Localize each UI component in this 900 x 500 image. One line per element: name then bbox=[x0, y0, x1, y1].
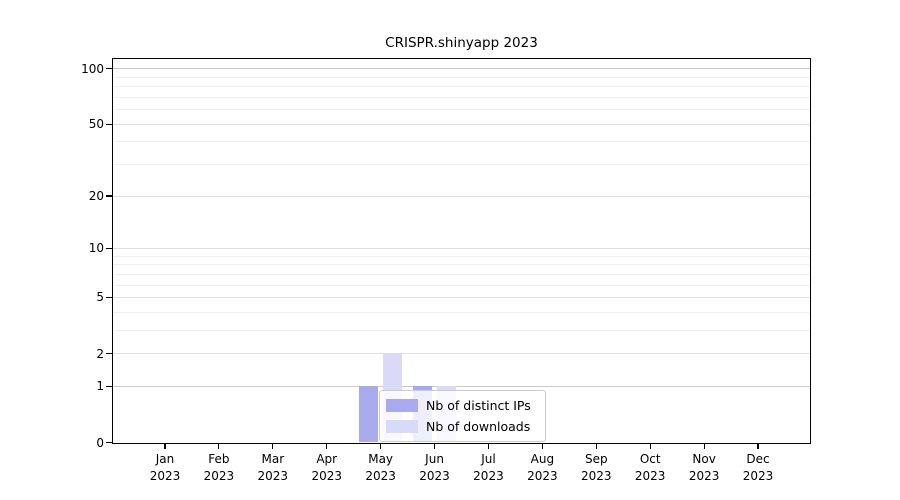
x-tick-label: Sep 2023 bbox=[566, 451, 626, 484]
x-tick-label: Jun 2023 bbox=[405, 451, 465, 484]
x-tick-label: Mar 2023 bbox=[243, 451, 303, 484]
gridline-minor bbox=[113, 329, 810, 331]
y-tick-label: 0 bbox=[96, 435, 104, 450]
x-tick-year: 2023 bbox=[742, 468, 774, 483]
gridline-minor bbox=[113, 255, 810, 257]
x-tick-label: Aug 2023 bbox=[512, 451, 572, 484]
y-tick-label: 20 bbox=[88, 188, 104, 203]
legend-item-downloads: Nb of downloads bbox=[386, 416, 538, 437]
x-tick-label: Dec 2023 bbox=[728, 451, 788, 484]
y-tick-mark bbox=[106, 442, 112, 444]
legend-label-downloads: Nb of downloads bbox=[426, 419, 531, 434]
x-tick-year: 2023 bbox=[580, 468, 612, 483]
gridline-minor bbox=[113, 109, 810, 111]
x-tick-mark bbox=[757, 444, 759, 449]
x-tick-month: Feb bbox=[208, 452, 230, 466]
gridline-minor bbox=[113, 141, 810, 143]
y-tick-label: 2 bbox=[96, 346, 104, 361]
legend-swatch-distinct-ips bbox=[386, 399, 418, 412]
x-tick-label: Nov 2023 bbox=[674, 451, 734, 484]
x-tick-mark bbox=[326, 444, 328, 449]
gridline-major bbox=[113, 68, 810, 70]
x-tick-mark bbox=[272, 444, 274, 449]
y-tick-label: 100 bbox=[81, 61, 104, 76]
x-tick-label: Oct 2023 bbox=[620, 451, 680, 484]
y-tick-mark bbox=[106, 123, 112, 125]
y-tick-label: 50 bbox=[88, 117, 104, 132]
gridline-minor bbox=[113, 311, 810, 313]
y-tick-mark bbox=[106, 385, 112, 388]
gridline-major bbox=[113, 195, 810, 197]
gridline-major bbox=[113, 353, 810, 355]
gridline-major bbox=[113, 123, 810, 125]
bar-may-series0 bbox=[359, 386, 379, 443]
x-tick-year: 2023 bbox=[311, 468, 342, 483]
x-tick-month: Apr bbox=[316, 452, 338, 466]
x-tick-month: Jun bbox=[425, 452, 444, 466]
y-tick-mark bbox=[106, 68, 112, 70]
x-tick-mark bbox=[487, 444, 490, 449]
x-tick-year: 2023 bbox=[149, 468, 181, 483]
x-tick-mark bbox=[541, 444, 543, 449]
x-tick-year: 2023 bbox=[203, 468, 235, 483]
x-tick-month: Nov bbox=[692, 452, 716, 466]
y-tick-label: 1 bbox=[96, 379, 104, 394]
gridline-major bbox=[113, 386, 810, 388]
legend-label-distinct-ips: Nb of distinct IPs bbox=[426, 398, 531, 413]
x-tick-month: Mar bbox=[261, 452, 285, 466]
legend: Nb of distinct IPs Nb of downloads bbox=[379, 390, 546, 442]
gridline-minor bbox=[113, 86, 810, 88]
x-tick-month: Sep bbox=[584, 452, 608, 466]
x-tick-year: 2023 bbox=[365, 468, 396, 483]
x-tick-year: 2023 bbox=[634, 468, 666, 483]
x-tick-month: Dec bbox=[746, 452, 770, 466]
x-tick-mark bbox=[649, 444, 651, 449]
y-tick-mark bbox=[106, 296, 112, 299]
y-tick-label: 10 bbox=[88, 241, 104, 256]
x-tick-label: Jan 2023 bbox=[135, 451, 195, 484]
plot-area: Nb of distinct IPs Nb of downloads bbox=[112, 58, 811, 444]
x-tick-label: Feb 2023 bbox=[189, 451, 249, 484]
x-tick-mark bbox=[703, 444, 705, 449]
gridline-minor bbox=[113, 273, 810, 275]
y-tick-mark bbox=[106, 195, 112, 197]
y-tick-mark bbox=[106, 353, 112, 355]
x-tick-month: Jul bbox=[481, 452, 496, 466]
x-tick-year: 2023 bbox=[473, 468, 504, 483]
gridline-minor bbox=[113, 76, 810, 78]
y-tick-label: 5 bbox=[96, 290, 104, 305]
x-tick-month: May bbox=[368, 452, 394, 466]
x-tick-label: Jul 2023 bbox=[458, 451, 518, 484]
chart-title: CRISPR.shinyapp 2023 bbox=[385, 35, 538, 51]
x-tick-month: Aug bbox=[530, 452, 555, 466]
gridline-minor bbox=[113, 264, 810, 266]
x-tick-month: Jan bbox=[155, 452, 175, 466]
legend-swatch-downloads bbox=[386, 420, 418, 433]
x-tick-mark bbox=[595, 444, 597, 449]
x-tick-mark bbox=[164, 444, 166, 449]
x-tick-year: 2023 bbox=[527, 468, 558, 483]
x-tick-year: 2023 bbox=[688, 468, 720, 483]
gridline-minor bbox=[113, 284, 810, 286]
gridline-minor bbox=[113, 96, 810, 98]
x-tick-year: 2023 bbox=[419, 468, 450, 483]
x-tick-label: May 2023 bbox=[351, 451, 411, 484]
gridline-minor bbox=[113, 164, 810, 166]
y-tick-mark bbox=[106, 247, 112, 249]
legend-item-distinct-ips: Nb of distinct IPs bbox=[386, 395, 538, 416]
x-tick-year: 2023 bbox=[257, 468, 289, 483]
x-tick-mark bbox=[218, 444, 220, 449]
gridline-major bbox=[113, 297, 810, 299]
x-tick-month: Oct bbox=[639, 452, 661, 466]
x-tick-mark bbox=[380, 444, 382, 449]
x-tick-label: Apr 2023 bbox=[297, 451, 357, 484]
x-tick-mark bbox=[433, 444, 436, 449]
gridline-major bbox=[113, 247, 810, 249]
